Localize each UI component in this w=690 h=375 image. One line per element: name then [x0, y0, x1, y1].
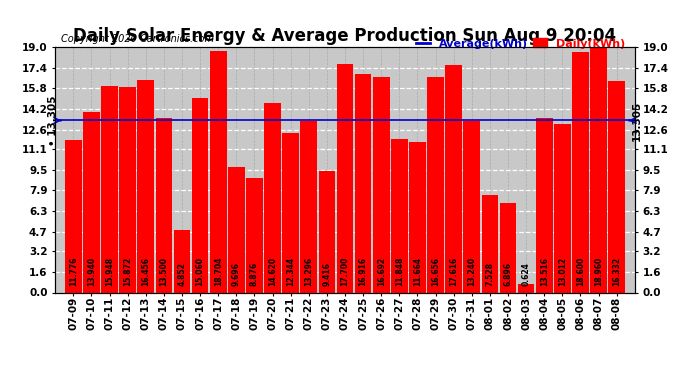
Bar	[464, 122, 480, 292]
Text: 6.896: 6.896	[504, 262, 513, 286]
Text: 18.960: 18.960	[594, 257, 603, 286]
Text: Copyright 2020 Cartronics.com: Copyright 2020 Cartronics.com	[61, 34, 214, 44]
Bar	[119, 87, 136, 292]
Text: 11.848: 11.848	[395, 256, 404, 286]
Text: 12.344: 12.344	[286, 257, 295, 286]
Text: 13.240: 13.240	[467, 257, 476, 286]
Bar	[391, 140, 408, 292]
Text: 15.872: 15.872	[123, 257, 132, 286]
Bar	[572, 52, 589, 292]
Bar	[590, 47, 607, 292]
Text: 13.012: 13.012	[558, 257, 567, 286]
Text: 7.528: 7.528	[485, 262, 495, 286]
Bar	[500, 203, 516, 292]
Text: 4.852: 4.852	[177, 262, 186, 286]
Title: Daily Solar Energy & Average Production Sun Aug 9 20:04: Daily Solar Energy & Average Production …	[73, 27, 617, 45]
Text: 11.776: 11.776	[69, 256, 78, 286]
Bar	[319, 171, 335, 292]
Bar	[264, 104, 281, 292]
Bar	[282, 133, 299, 292]
Bar	[155, 118, 172, 292]
Text: 13.500: 13.500	[159, 257, 168, 286]
Bar	[246, 178, 263, 292]
Bar	[210, 51, 226, 292]
Text: 9.696: 9.696	[232, 262, 241, 286]
Bar	[427, 77, 444, 292]
Text: • 13.305: • 13.305	[48, 95, 58, 146]
Bar	[192, 98, 208, 292]
Bar	[518, 284, 535, 292]
Text: 16.692: 16.692	[377, 257, 386, 286]
Bar	[83, 112, 100, 292]
Bar	[482, 195, 498, 292]
Text: 14.620: 14.620	[268, 257, 277, 286]
Bar	[445, 65, 462, 292]
Bar	[101, 86, 118, 292]
Text: 11.664: 11.664	[413, 257, 422, 286]
Bar	[554, 124, 571, 292]
Text: 16.332: 16.332	[612, 257, 621, 286]
Text: 17.700: 17.700	[340, 256, 350, 286]
Bar	[373, 77, 390, 292]
Bar	[300, 121, 317, 292]
Text: 15.948: 15.948	[105, 257, 114, 286]
Text: 16.456: 16.456	[141, 257, 150, 286]
Bar	[228, 167, 245, 292]
Text: 15.060: 15.060	[195, 257, 205, 286]
Text: 16.916: 16.916	[359, 257, 368, 286]
Text: 8.876: 8.876	[250, 262, 259, 286]
Bar	[355, 74, 371, 292]
Text: 9.416: 9.416	[322, 262, 331, 286]
Text: 18.600: 18.600	[576, 257, 585, 286]
Text: 18.704: 18.704	[214, 256, 223, 286]
Legend: Average(kWh), Daily(kWh): Average(kWh), Daily(kWh)	[412, 34, 629, 53]
Text: 13.305: 13.305	[632, 100, 642, 141]
Bar	[174, 230, 190, 292]
Bar	[409, 142, 426, 292]
Text: 13.516: 13.516	[540, 257, 549, 286]
Text: 16.656: 16.656	[431, 257, 440, 286]
Text: 17.616: 17.616	[449, 257, 458, 286]
Text: 13.296: 13.296	[304, 257, 313, 286]
Bar	[609, 81, 625, 292]
Bar	[536, 118, 553, 292]
Text: 0.624: 0.624	[522, 262, 531, 286]
Bar	[137, 80, 154, 292]
Bar	[337, 64, 353, 292]
Text: 13.940: 13.940	[87, 257, 96, 286]
Bar	[65, 140, 81, 292]
